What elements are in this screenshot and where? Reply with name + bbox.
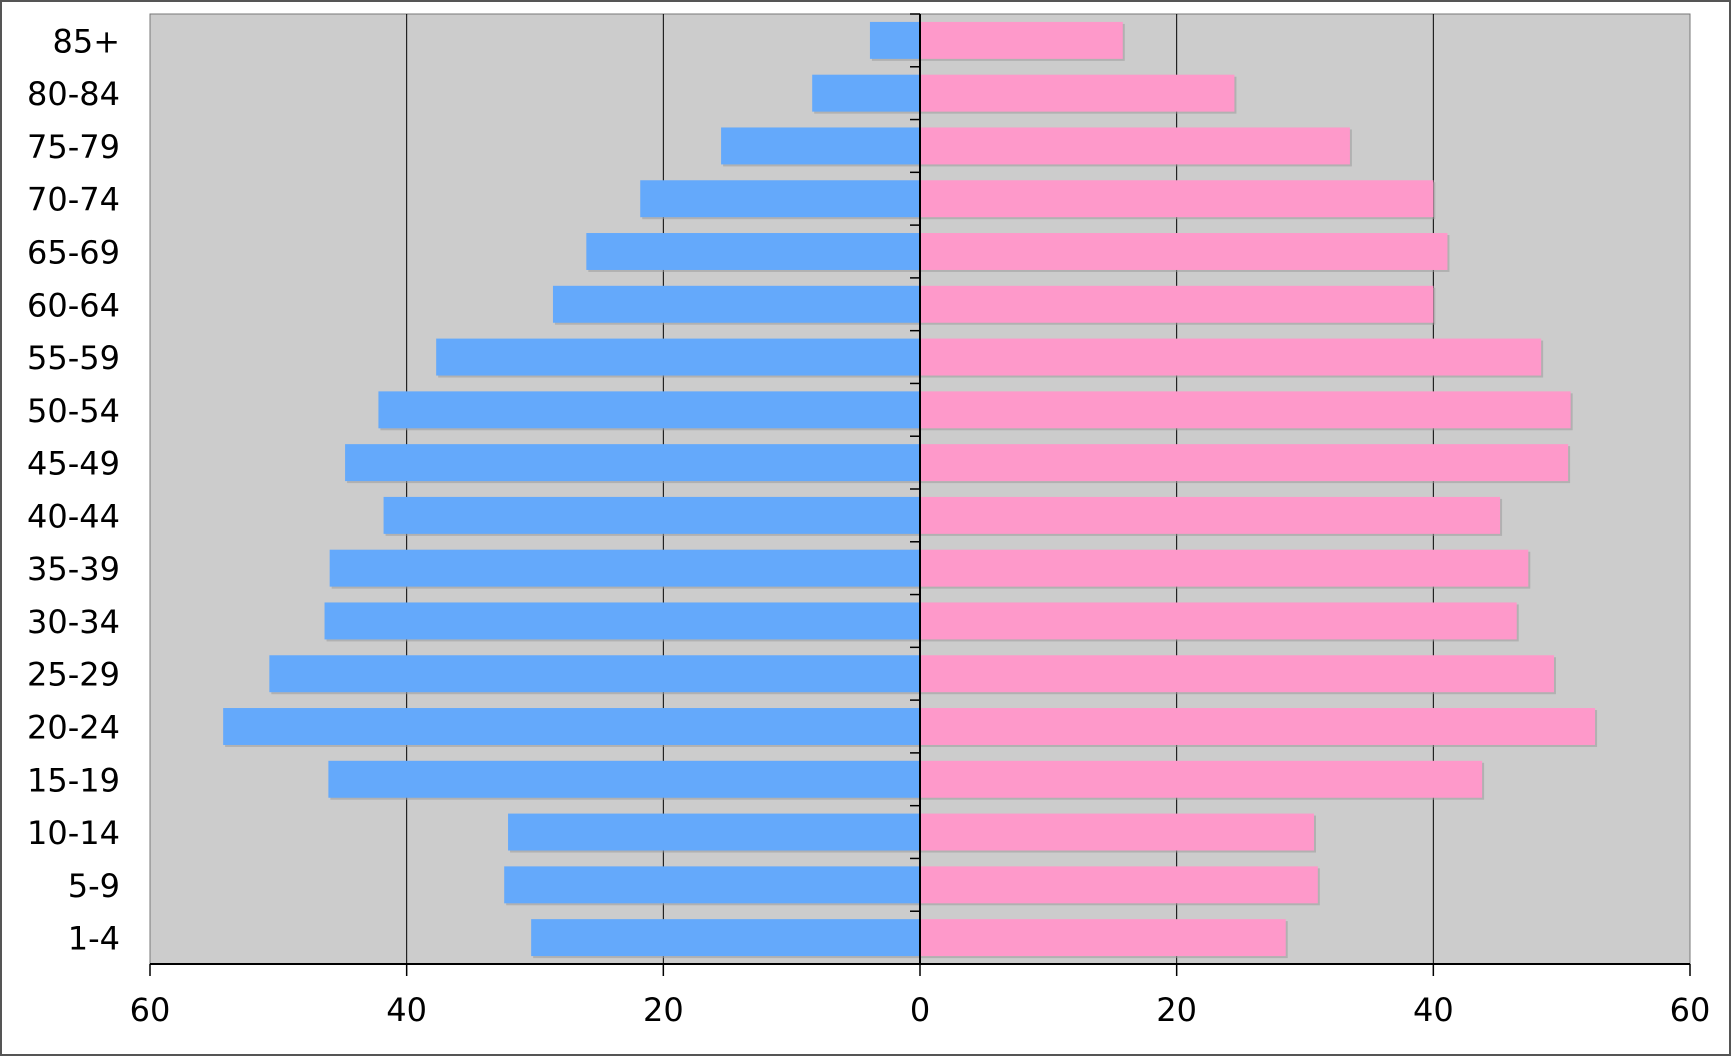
bar-male-25-29 (269, 655, 921, 693)
bar-male-5-9 (504, 866, 920, 904)
y-tick-label: 45-49 (27, 445, 120, 483)
gridlines (406, 14, 1434, 964)
bar-male-50-54 (378, 391, 920, 429)
bar-male-1-4 (531, 919, 920, 957)
bar-female-55-59 (920, 338, 1542, 376)
bar-female-50-54 (920, 391, 1571, 429)
bar-male-55-59 (436, 338, 920, 376)
x-tick-label: 40 (1413, 991, 1454, 1029)
bar-male-80-84 (812, 74, 920, 112)
y-tick-label: 40-44 (27, 497, 120, 535)
y-tick-label: 5-9 (68, 867, 120, 905)
bar-male-65-69 (586, 233, 920, 270)
bar-male-10-14 (508, 813, 920, 851)
bar-female-40-44 (920, 496, 1501, 534)
x-tick-label: 20 (643, 991, 684, 1029)
bar-male-15-19 (328, 760, 921, 798)
bar-female-15-19 (920, 760, 1483, 798)
y-tick-label: 35-39 (27, 550, 120, 588)
bar-male-30-34 (324, 602, 920, 640)
bars (223, 21, 1598, 959)
y-tick-label: 25-29 (27, 656, 120, 694)
bar-female-70-74 (920, 180, 1434, 218)
bar-female-10-14 (920, 813, 1314, 851)
bar-female-5-9 (920, 866, 1318, 904)
bar-male-75-79 (721, 127, 920, 165)
axes (149, 13, 1691, 976)
y-tick-label: 10-14 (27, 814, 120, 852)
x-tick-label: 60 (1670, 991, 1711, 1029)
bar-male-60-64 (552, 285, 920, 323)
y-tick-label: 20-24 (27, 709, 120, 747)
bar-female-45-49 (920, 444, 1569, 482)
bar-male-35-39 (329, 549, 921, 587)
y-tick-label: 15-19 (27, 761, 120, 799)
bar-female-25-29 (920, 655, 1554, 693)
y-tick-label: 60-64 (27, 286, 120, 324)
y-tick-label: 85+ (52, 22, 120, 60)
y-tick-label: 55-59 (27, 339, 120, 377)
bar-female-65-69 (920, 233, 1448, 270)
bar-female-20-24 (920, 708, 1596, 745)
y-tick-label: 75-79 (27, 128, 120, 166)
y-tick-label: 80-84 (27, 75, 120, 113)
x-tick-label: 40 (386, 991, 427, 1029)
y-tick-label: 65-69 (27, 234, 120, 272)
y-tick-label: 1-4 (68, 920, 120, 958)
bar-female-35-39 (920, 549, 1529, 587)
y-tick-label: 70-74 (27, 181, 120, 219)
x-tick-label: 20 (1156, 991, 1197, 1029)
axis-labels: 1-4 5-9 10-14 15-19 20-24 25-29 30-34 35-39 40-4… (27, 22, 1710, 1029)
y-tick-label: 30-34 (27, 603, 120, 641)
bar-male-85+ (869, 21, 920, 59)
bar-female-60-64 (920, 285, 1434, 323)
bar-female-80-84 (920, 74, 1235, 112)
bar-male-20-24 (223, 708, 920, 745)
y-tick-label: 50-54 (27, 392, 120, 430)
x-tick-label: 60 (130, 991, 171, 1029)
bar-female-30-34 (920, 602, 1517, 640)
bar-male-40-44 (383, 496, 921, 534)
bar-female-1-4 (920, 919, 1286, 957)
bar-male-70-74 (640, 180, 920, 218)
bar-male-45-49 (345, 444, 921, 482)
bar-female-75-79 (920, 127, 1350, 165)
x-tick-label: 0 (910, 991, 930, 1029)
bar-female-85+ (920, 21, 1123, 59)
